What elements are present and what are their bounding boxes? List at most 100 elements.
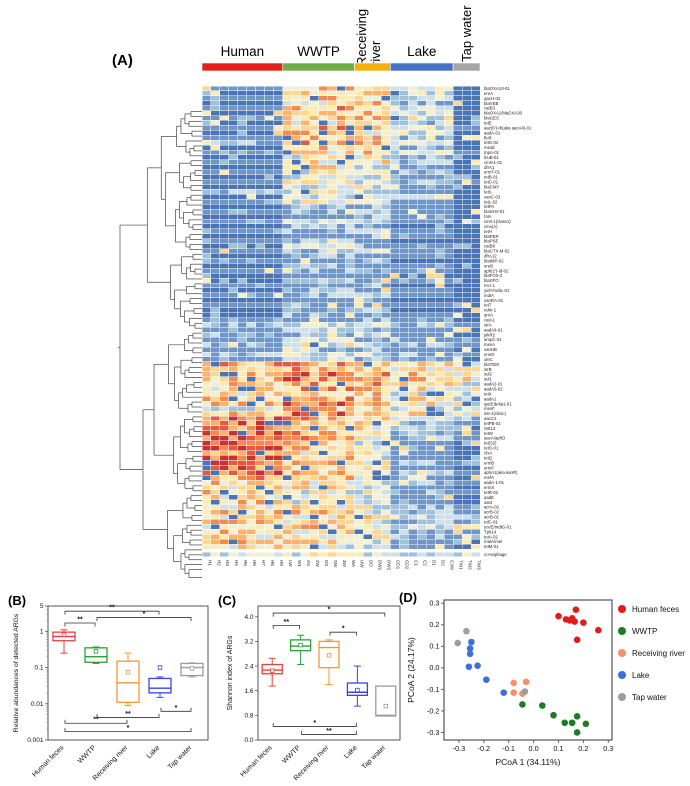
heatmap-cell xyxy=(452,366,463,372)
heatmap-cell xyxy=(354,494,364,501)
heatmap-cell xyxy=(228,396,239,402)
heatmap-cell xyxy=(300,376,310,382)
y-tick-label: 0.01 xyxy=(31,701,44,708)
heatmap-cell xyxy=(390,110,400,116)
heatmap-cell xyxy=(434,381,445,387)
heatmap-cell xyxy=(381,169,391,175)
heatmap-cell xyxy=(372,405,382,412)
heatmap-cell xyxy=(443,489,454,496)
heatmap-cell xyxy=(452,479,463,486)
heatmap-cell xyxy=(390,327,400,333)
pcoa-plot: -0.3 -0.2 -0.1 0.0 0.1 0.2 0.3-0.3-0.2-0.10.00… xyxy=(406,599,613,767)
heatmap-cell xyxy=(318,159,328,166)
heatmap-cell xyxy=(201,381,212,387)
heatmap-cell xyxy=(327,366,337,372)
heatmap-cell xyxy=(399,376,409,382)
heatmap-cell xyxy=(399,174,409,180)
heatmap-cell xyxy=(425,208,436,215)
heatmap-cell xyxy=(318,381,328,387)
heatmap-cell xyxy=(273,529,283,535)
heatmap-cell xyxy=(434,218,445,225)
heatmap-cell xyxy=(255,223,265,230)
heatmap-cell xyxy=(327,135,337,141)
heatmap-cell xyxy=(425,248,436,254)
heatmap-cell xyxy=(228,164,239,170)
heatmap-cell xyxy=(425,445,436,451)
heatmap-cell xyxy=(246,519,257,525)
heatmap-cell xyxy=(434,120,445,126)
heatmap-cell xyxy=(210,465,221,471)
heatmap-cell xyxy=(408,346,418,353)
heatmap-cell xyxy=(237,366,248,372)
heatmap-cell xyxy=(363,238,373,244)
heatmap-cell xyxy=(246,337,257,343)
heatmap-cell xyxy=(372,494,382,501)
heatmap-cell xyxy=(255,208,265,215)
heatmap-cell xyxy=(336,248,346,254)
heatmap-cell xyxy=(408,474,418,481)
heatmap-cell xyxy=(381,159,391,166)
heatmap-cell xyxy=(470,440,481,446)
heatmap-cell xyxy=(470,396,481,402)
heatmap-cell xyxy=(219,376,230,382)
heatmap-cell xyxy=(434,529,445,535)
heatmap-cell xyxy=(399,534,409,540)
heatmap-cell xyxy=(228,110,239,116)
heatmap-cell xyxy=(425,213,436,220)
gene-label: Tp614 xyxy=(484,529,497,534)
heatmap-cell xyxy=(336,189,346,195)
heatmap-cell xyxy=(399,130,409,136)
heatmap-cell xyxy=(246,213,257,220)
heatmap-cell xyxy=(399,258,409,264)
heatmap-cell xyxy=(300,551,310,558)
data-point-wwtp xyxy=(568,719,576,727)
heatmap-cell xyxy=(264,139,274,146)
heatmap-cell xyxy=(345,465,355,471)
data-point-wwtp xyxy=(539,702,546,709)
heatmap-cell xyxy=(273,223,283,230)
heatmap-cell xyxy=(237,514,248,520)
heatmap-cell xyxy=(372,174,382,180)
heatmap-cell xyxy=(219,430,230,436)
heatmap-cell xyxy=(228,489,239,496)
heatmap-cell xyxy=(255,410,265,417)
heatmap-cell xyxy=(291,479,301,486)
heatmap-cell xyxy=(327,543,337,550)
heatmap-cell xyxy=(264,514,274,520)
heatmap-cell xyxy=(255,376,265,382)
heatmap-cell xyxy=(434,391,445,397)
heatmap-cell xyxy=(336,524,346,530)
heatmap-cell xyxy=(201,341,212,348)
heatmap-cell xyxy=(345,85,355,92)
heatmap-cell xyxy=(372,356,382,363)
heatmap-cell xyxy=(336,529,346,535)
heatmap-cell xyxy=(210,351,221,358)
heatmap-cell xyxy=(381,228,391,235)
heatmap-cell xyxy=(372,90,382,97)
heatmap-cell xyxy=(470,529,481,535)
heatmap-cell xyxy=(309,174,319,180)
heatmap-cell xyxy=(291,287,301,294)
heatmap-cell xyxy=(470,228,481,235)
heatmap-cell xyxy=(452,396,463,402)
heatmap-cell xyxy=(318,430,328,436)
heatmap-cell xyxy=(219,337,230,343)
heatmap-cell xyxy=(255,272,265,279)
heatmap-cell xyxy=(255,213,265,220)
heatmap-cell xyxy=(219,425,230,432)
heatmap-cell xyxy=(399,125,409,131)
heatmap-cell xyxy=(219,218,230,225)
heatmap-cell xyxy=(336,149,346,156)
heatmap-cell xyxy=(345,346,355,353)
heatmap-cell xyxy=(372,484,382,491)
heatmap-cell xyxy=(309,529,319,535)
heatmap-cell xyxy=(363,120,373,126)
heatmap-cell xyxy=(336,312,346,318)
data-point-receiving-river xyxy=(510,679,517,687)
heatmap-cell xyxy=(354,474,364,481)
heatmap-cell xyxy=(381,199,391,205)
sample-label: C2 xyxy=(423,560,428,566)
heatmap-cell xyxy=(425,130,436,136)
gene-label: blaOXA10-01 xyxy=(484,86,510,91)
